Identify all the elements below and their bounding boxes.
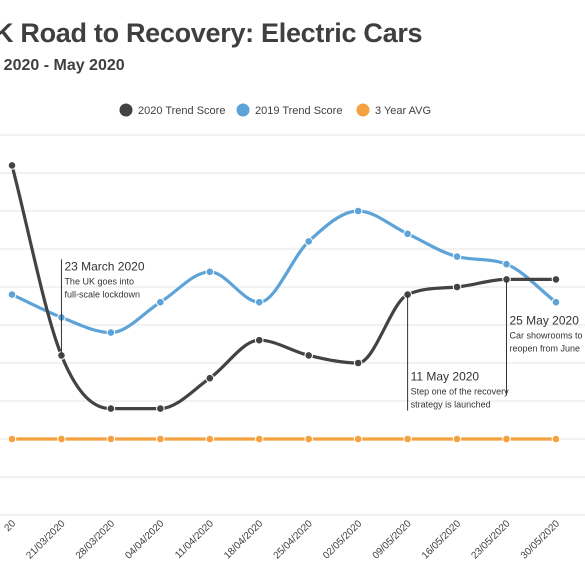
data-point bbox=[205, 267, 215, 277]
data-point bbox=[304, 351, 314, 360]
series-2 bbox=[7, 434, 561, 444]
annotation-text: reopen from June bbox=[510, 343, 581, 353]
x-tick-label: 23/05/2020 bbox=[469, 518, 512, 561]
data-point bbox=[205, 373, 215, 383]
legend-label: 2019 Trend Score bbox=[255, 105, 342, 117]
data-point bbox=[254, 297, 264, 307]
data-point bbox=[106, 434, 116, 444]
legend-marker bbox=[236, 103, 250, 117]
x-tick-label: 11/04/2020 bbox=[173, 518, 216, 561]
chart-title: K Road to Recovery: Electric Cars bbox=[0, 18, 423, 48]
legend-label: 3 Year AVG bbox=[375, 105, 431, 117]
data-point bbox=[353, 434, 363, 444]
annotation-text: strategy is launched bbox=[411, 400, 491, 410]
x-tick-label: 28/03/2020 bbox=[74, 518, 117, 561]
data-point bbox=[156, 404, 165, 413]
data-point bbox=[452, 282, 462, 292]
annotation-title: 11 May 2020 bbox=[411, 370, 480, 384]
annotation-text: The UK goes into bbox=[64, 276, 134, 286]
data-point bbox=[403, 434, 412, 444]
x-tick-label: 02/05/2020 bbox=[321, 518, 364, 561]
data-point bbox=[551, 434, 561, 444]
data-point bbox=[403, 229, 412, 239]
data-point bbox=[304, 434, 314, 444]
legend-label: 2020 Trend Score bbox=[138, 105, 225, 117]
data-point bbox=[353, 358, 363, 368]
data-point bbox=[106, 328, 116, 337]
x-tick-label: 16/05/2020 bbox=[420, 518, 463, 561]
data-point bbox=[452, 252, 462, 261]
legend: 2020 Trend Score 2019 Trend Score 3 Year A… bbox=[119, 103, 431, 117]
legend-marker bbox=[119, 103, 133, 117]
data-point bbox=[57, 434, 66, 444]
annotation-title: 23 March 2020 bbox=[64, 259, 144, 273]
data-point bbox=[254, 434, 264, 444]
data-point bbox=[254, 335, 264, 345]
annotations: 23 March 2020 The UK goes into full-scale … bbox=[60, 259, 583, 411]
legend-marker bbox=[356, 103, 370, 117]
annotation-title: 25 May 2020 bbox=[510, 313, 580, 327]
data-point bbox=[156, 297, 165, 307]
data-point bbox=[304, 237, 314, 246]
data-point bbox=[452, 434, 462, 444]
data-point bbox=[156, 434, 165, 444]
data-point bbox=[353, 206, 363, 216]
x-tick-label: 04/04/2020 bbox=[123, 518, 166, 561]
annotation-text: full-scale lockdown bbox=[64, 289, 140, 299]
x-axis: 20 21/03/2020 28/03/2020 04/04/2020 11/04/20… bbox=[2, 518, 562, 561]
data-point bbox=[7, 161, 17, 170]
data-point bbox=[7, 290, 17, 299]
annotation-text: Step one of the recovery bbox=[411, 387, 510, 397]
x-tick-label: 18/04/2020 bbox=[222, 518, 265, 561]
x-tick-label: 09/05/2020 bbox=[371, 518, 414, 561]
x-tick-label: 21/03/2020 bbox=[24, 518, 67, 561]
data-point bbox=[7, 434, 17, 444]
data-point bbox=[106, 404, 116, 413]
gridlines bbox=[0, 134, 585, 516]
data-point bbox=[551, 275, 561, 284]
data-point bbox=[502, 434, 511, 444]
x-tick-label: 20 bbox=[2, 518, 18, 534]
data-point bbox=[205, 434, 215, 444]
data-point bbox=[551, 297, 561, 307]
data-point bbox=[502, 259, 511, 269]
x-tick-label: 25/04/2020 bbox=[272, 518, 315, 561]
x-tick-label: 30/05/2020 bbox=[519, 518, 562, 561]
annotation-text: Car showrooms to bbox=[510, 330, 583, 340]
series-1 bbox=[7, 206, 561, 337]
chart-subtitle: r 2020 - May 2020 bbox=[0, 57, 125, 74]
